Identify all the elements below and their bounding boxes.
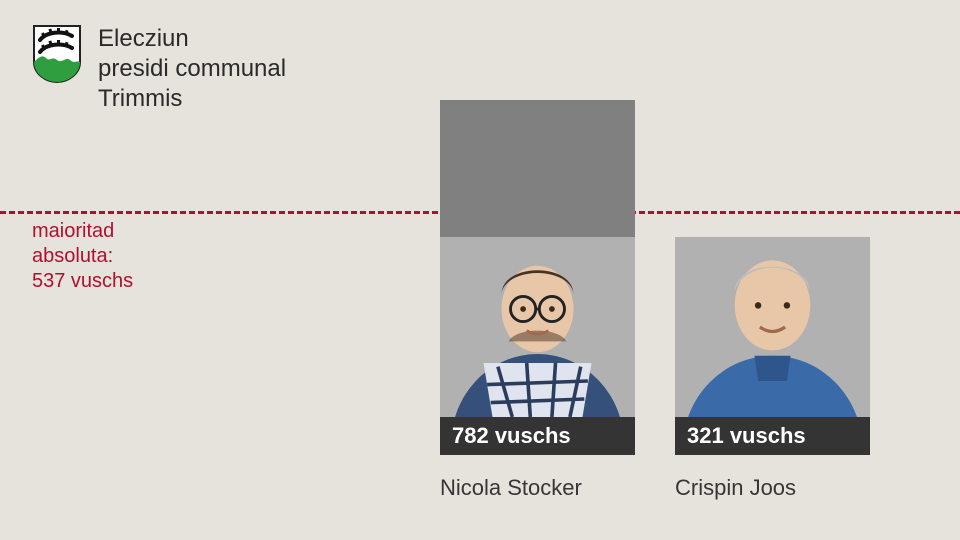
bar-chart: maioritad absoluta: 537 vuschs 782 vusch… — [0, 0, 960, 540]
majority-threshold-label: maioritad absoluta: 537 vuschs — [32, 219, 133, 294]
candidate-name: Crispin Joos — [675, 475, 796, 501]
candidate-name: Nicola Stocker — [440, 475, 582, 501]
candidate-photo — [440, 237, 635, 417]
majority-label-line-3: 537 vuschs — [32, 269, 133, 294]
majority-label-line-2: absoluta: — [32, 244, 133, 269]
candidate-photo — [675, 237, 870, 417]
vote-count-strip: 782 vuschs — [440, 417, 635, 455]
vote-count-strip: 321 vuschs — [675, 417, 870, 455]
majority-label-line-1: maioritad — [32, 219, 133, 244]
